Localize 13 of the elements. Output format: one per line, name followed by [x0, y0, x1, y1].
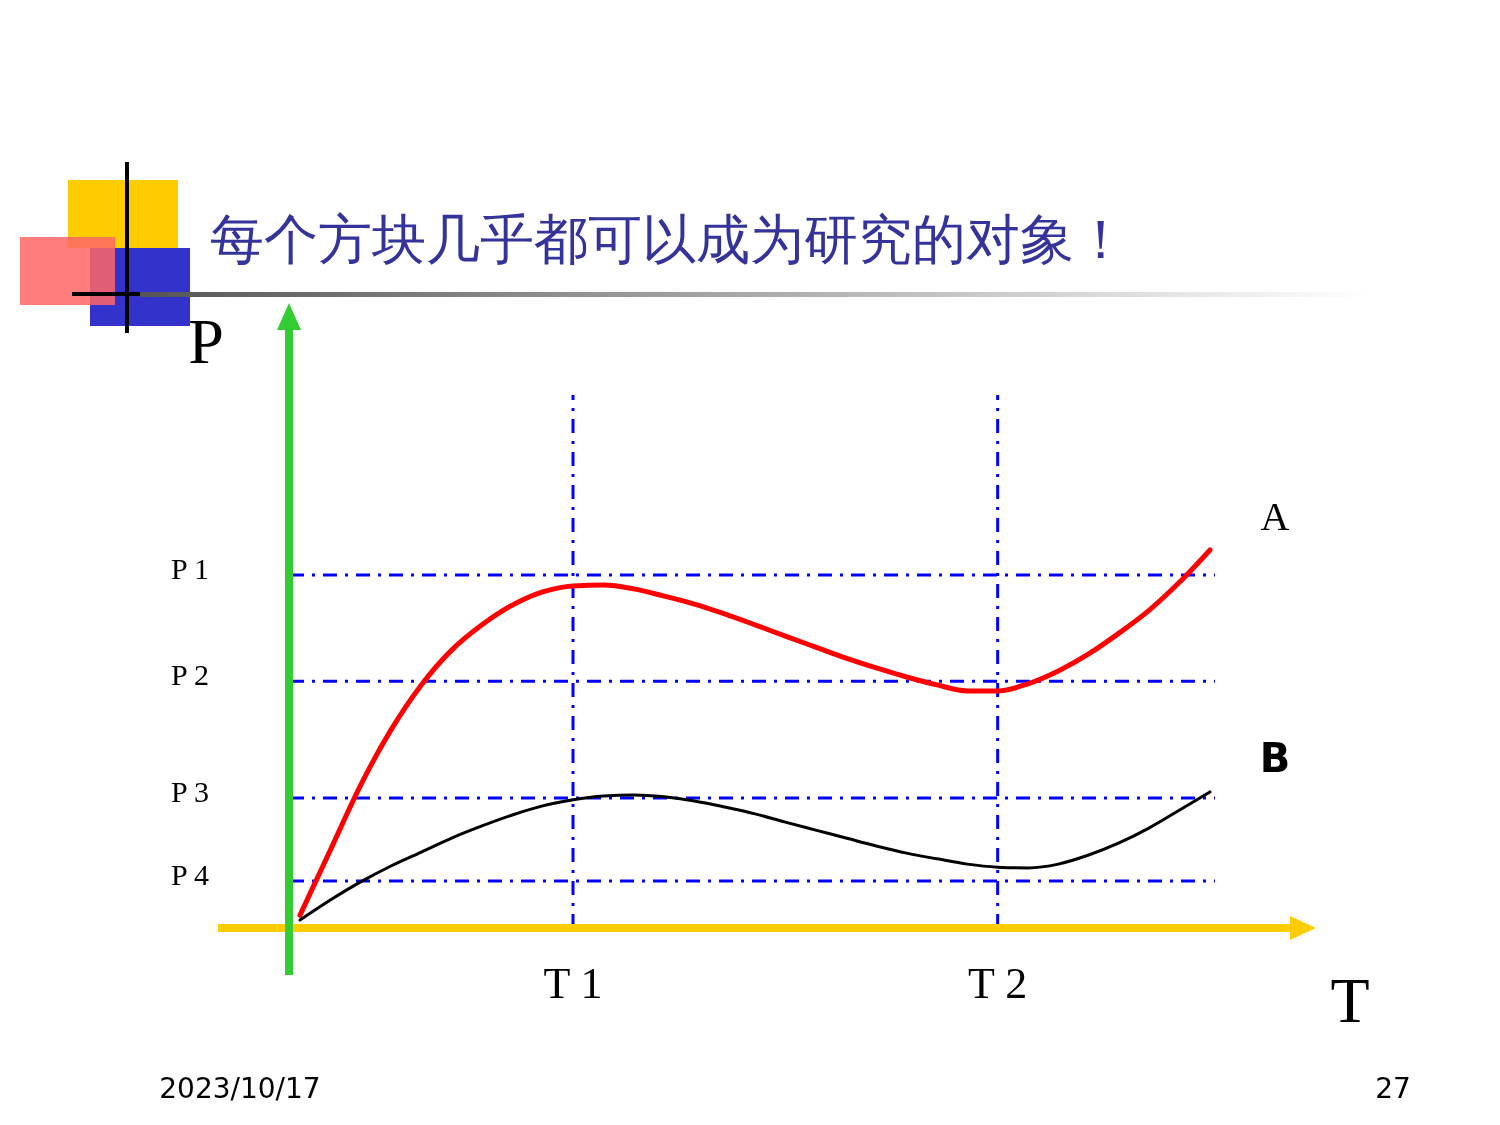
- y-axis-title: P: [188, 306, 224, 377]
- x-tick-label: T 2: [968, 959, 1028, 1008]
- ref-line-label: P 2: [170, 658, 210, 692]
- chart-title: 每个方块几乎都可以成为研究的对象！: [210, 208, 1128, 271]
- ref-line-label: P 3: [170, 774, 210, 808]
- x-tick-label: T 1: [543, 959, 603, 1008]
- ref-line-label: P 4: [170, 858, 210, 892]
- ref-line-label: P 1: [170, 551, 210, 585]
- series-label: A: [1260, 493, 1290, 539]
- text: 27: [1375, 1072, 1411, 1105]
- text: 2023/10/17: [159, 1072, 321, 1105]
- series-label: B: [1259, 734, 1291, 781]
- x-axis-title: T: [1330, 965, 1370, 1036]
